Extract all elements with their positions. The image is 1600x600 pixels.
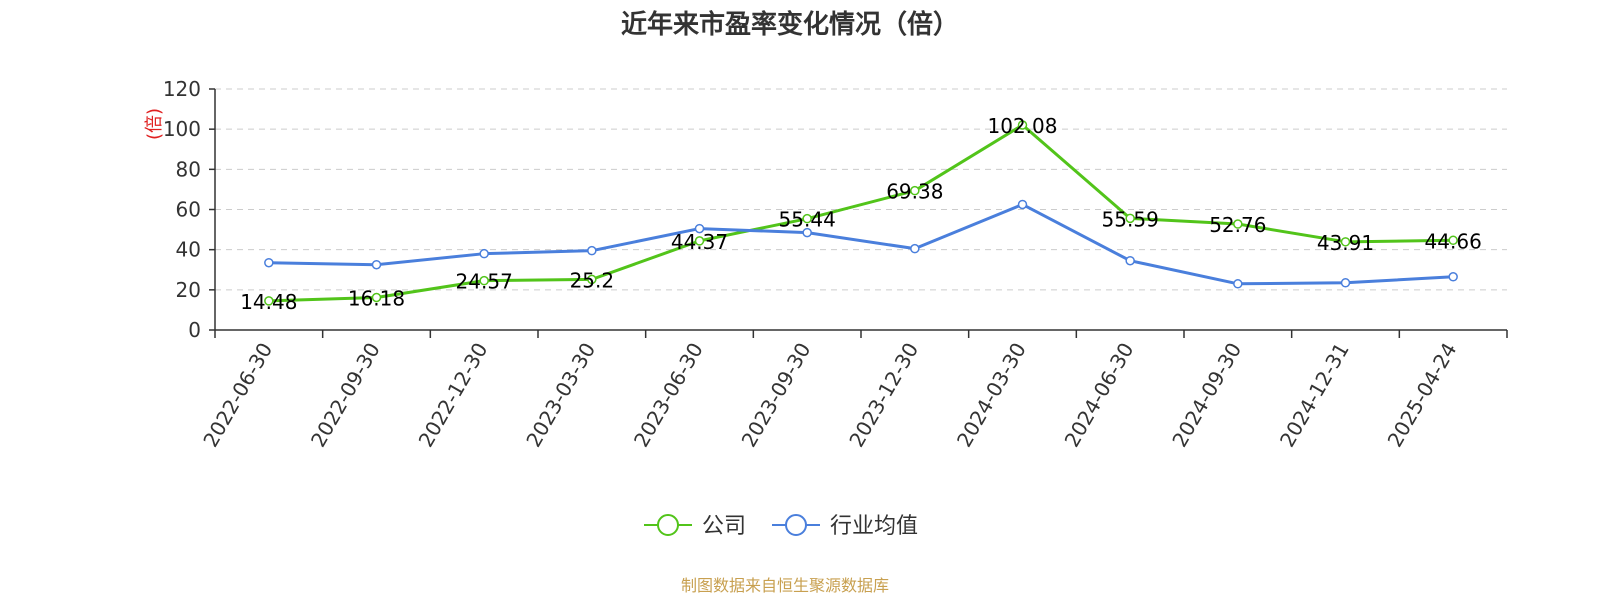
series-line [268, 202, 1454, 286]
legend-label: 公司 [702, 514, 746, 539]
data-point [1125, 255, 1135, 266]
y-tick-label: 40 [176, 238, 201, 262]
legend-label: 行业均值 [830, 514, 918, 539]
y-tick-label: 120 [163, 77, 201, 101]
data-label: 55.44 [779, 208, 836, 232]
data-label: 16.18 [348, 287, 405, 311]
data-point [1017, 199, 1028, 210]
x-tick-label: 2024-03-30 [952, 339, 1031, 452]
data-point [479, 248, 489, 259]
data-point [264, 296, 274, 306]
legend-marker [657, 514, 679, 536]
data-label: 44.37 [671, 230, 728, 254]
data-point [1448, 235, 1458, 246]
data-point [1233, 219, 1243, 229]
data-point [1340, 237, 1351, 247]
x-tick-label: 2023-12-30 [844, 338, 923, 451]
x-tick-label: 2023-09-30 [737, 339, 816, 452]
data-label: 14.48 [240, 290, 297, 314]
y-tick-label: 80 [176, 157, 201, 181]
data-point [802, 227, 812, 238]
x-tick-label: 2022-09-30 [306, 339, 385, 452]
y-tick-label: 60 [176, 198, 201, 222]
y-tick-label: 100 [163, 117, 201, 141]
data-point [694, 236, 705, 246]
x-tick-label: 2024-12-31 [1275, 339, 1354, 452]
data-point [264, 257, 274, 268]
data-point [1340, 278, 1351, 288]
data-labels: 14.48 16.18 24.57 25.2 44.37 55.44 69.38 102.08… [240, 114, 1482, 314]
chart-title: 近年来市盈率变化情况（倍） [621, 9, 959, 40]
data-label: 69.38 [886, 180, 943, 204]
data-point [802, 213, 812, 224]
data-point [1017, 120, 1028, 130]
data-label: 55.59 [1102, 207, 1159, 231]
x-tick-label: 2023-03-30 [521, 339, 600, 452]
series-lines [264, 120, 1458, 306]
data-label: 24.57 [456, 270, 513, 294]
x-tick-label: 2025-04-24 [1383, 339, 1462, 452]
data-point [910, 243, 920, 254]
data-point [371, 292, 382, 303]
data-point [371, 259, 382, 270]
x-tick-label: 2023-06-30 [629, 339, 708, 452]
data-label: 25.2 [570, 268, 615, 292]
x-tick-label: 2024-06-30 [1060, 339, 1139, 452]
series-line [268, 123, 1454, 303]
data-point [1233, 279, 1243, 289]
data-point [587, 274, 597, 285]
data-label: 102.08 [988, 114, 1058, 138]
legend-marker [785, 514, 807, 536]
data-point [910, 185, 920, 196]
grid-lines [215, 88, 1507, 291]
x-tick-label: 2022-12-30 [414, 338, 493, 451]
data-point [1448, 272, 1458, 282]
y-tick-label: 0 [188, 318, 201, 342]
data-point [479, 275, 489, 286]
data-source-note: 制图数据来自恒生聚源数据库 [681, 576, 889, 595]
data-label: 43.91 [1317, 231, 1374, 255]
series-industry-average [264, 199, 1458, 289]
y-axis-unit-label: (倍) [144, 108, 165, 140]
data-point [587, 245, 597, 256]
legend[interactable]: 公司 行业均值 [644, 514, 918, 539]
data-point [694, 223, 705, 234]
series-company [264, 120, 1458, 306]
legend-item-company[interactable]: 公司 [644, 514, 746, 539]
data-point [1125, 213, 1135, 224]
x-tick-label: 2024-09-30 [1167, 339, 1246, 452]
legend-item-industry-average[interactable]: 行业均值 [772, 514, 918, 539]
data-label: 52.76 [1209, 213, 1266, 237]
y-tick-label: 20 [176, 278, 201, 302]
x-tick-label: 2022-06-30 [198, 339, 277, 452]
data-label: 44.66 [1425, 229, 1482, 253]
